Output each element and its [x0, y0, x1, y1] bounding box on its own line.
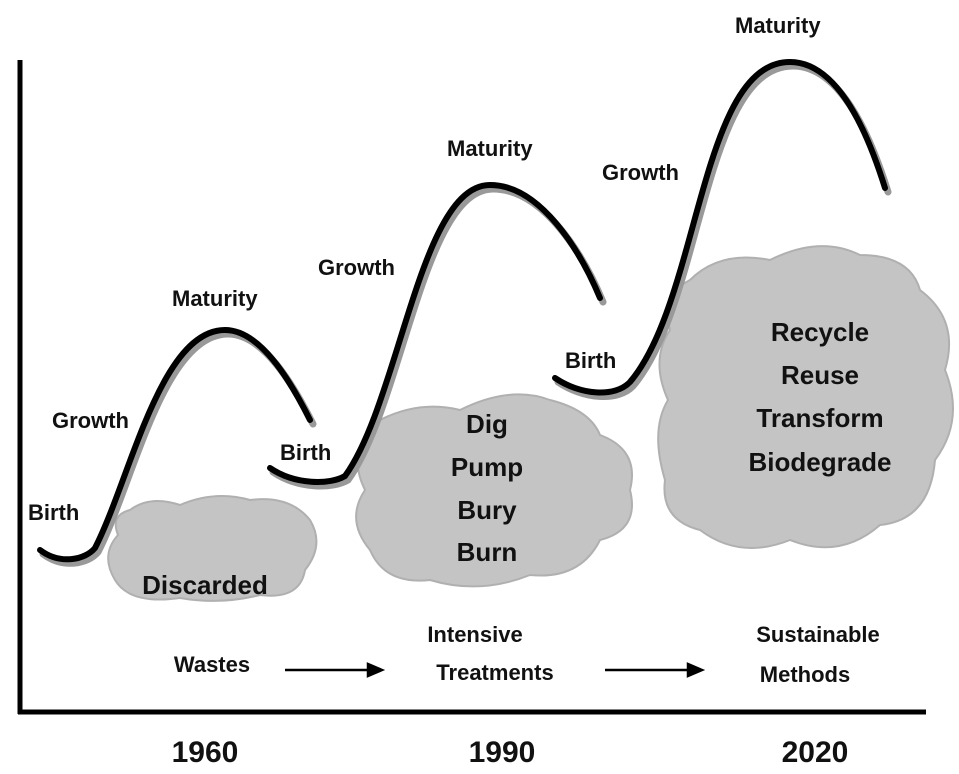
phase-text: Intensive — [427, 622, 522, 647]
growth-label: Growth — [602, 160, 679, 185]
cloud-text: Recycle — [771, 317, 869, 347]
phase-text: Wastes — [174, 652, 250, 677]
cloud-text: Pump — [451, 452, 523, 482]
cloud-text: Burn — [457, 537, 518, 567]
arrows — [285, 662, 706, 678]
phase-text: Treatments — [436, 660, 553, 685]
birth-label: Birth — [565, 348, 616, 373]
arrow-head — [366, 662, 386, 678]
cloud-text: Biodegrade — [748, 447, 891, 477]
cloud-text: Transform — [756, 403, 883, 433]
cloud-text: Reuse — [781, 360, 859, 390]
cloud-text: Discarded — [142, 570, 268, 600]
growth-label: Growth — [52, 408, 129, 433]
phase-text: Methods — [760, 662, 850, 687]
curve — [552, 58, 888, 396]
cloud-text: Dig — [466, 409, 508, 439]
year-label: 1990 — [469, 736, 536, 769]
maturity-label: Maturity — [735, 13, 821, 38]
cloud — [657, 245, 954, 549]
arrow-head — [686, 662, 706, 678]
cloud-text: Bury — [457, 495, 517, 525]
cloud — [107, 495, 318, 602]
life-cycle-curves — [37, 58, 892, 567]
birth-label: Birth — [28, 500, 79, 525]
cloud — [355, 393, 633, 588]
phase-text: Sustainable — [756, 622, 879, 647]
birth-label: Birth — [280, 440, 331, 465]
maturity-label: Maturity — [172, 286, 258, 311]
year-label: 1960 — [172, 736, 239, 769]
growth-label: Growth — [318, 255, 395, 280]
maturity-label: Maturity — [447, 136, 533, 161]
year-label: 2020 — [782, 736, 849, 769]
curve — [37, 326, 313, 563]
curve — [267, 181, 603, 485]
